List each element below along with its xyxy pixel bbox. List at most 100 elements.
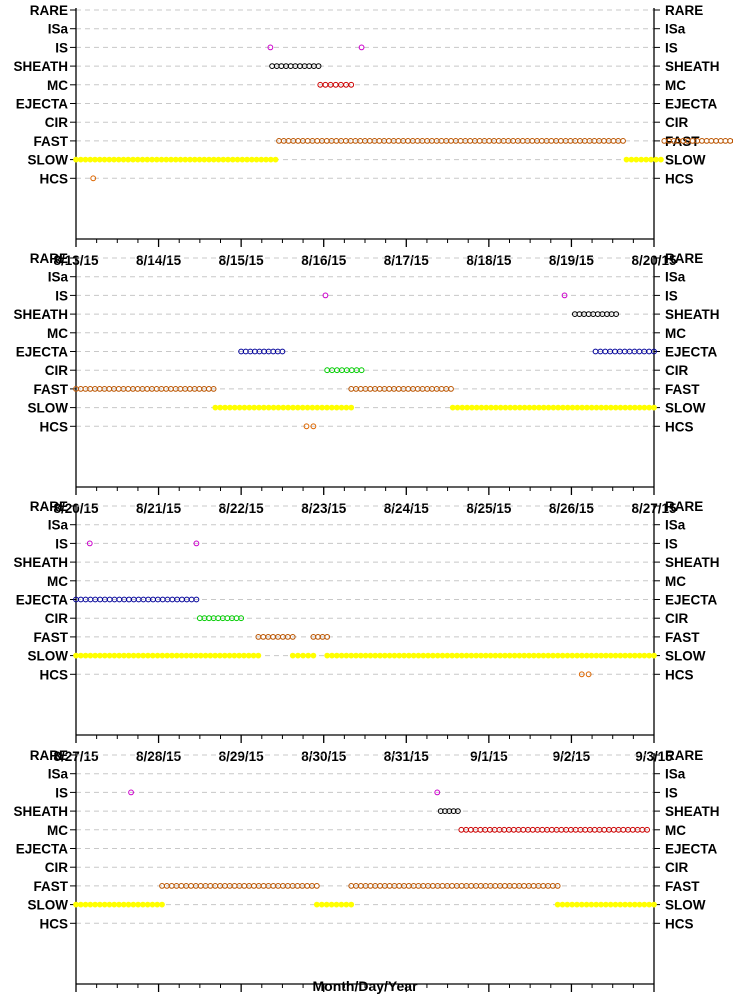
data-point	[588, 652, 595, 659]
data-point	[376, 386, 383, 392]
data-point	[578, 901, 585, 908]
data-point	[454, 404, 461, 411]
data-point	[97, 652, 103, 659]
data-point	[87, 156, 94, 163]
data-point	[188, 883, 194, 889]
data-point	[87, 901, 94, 908]
data-point	[483, 404, 490, 411]
data-point	[488, 404, 494, 411]
x-tick-label: 9/1/15	[470, 749, 508, 764]
data-point	[559, 901, 566, 908]
data-point	[622, 652, 629, 659]
data-point	[73, 901, 79, 908]
data-point	[139, 156, 146, 163]
data-point	[149, 156, 155, 163]
interval-is	[358, 44, 365, 51]
x-tick-label: 8/30/15	[301, 749, 347, 764]
data-point	[631, 404, 638, 411]
y-tick-label-right: CIR	[665, 115, 689, 130]
data-point	[377, 652, 383, 659]
data-point	[144, 156, 151, 163]
data-point	[612, 652, 619, 659]
data-point	[246, 404, 253, 411]
data-point	[338, 901, 345, 908]
data-point	[588, 901, 595, 908]
y-tick-label-left: MC	[47, 823, 68, 838]
y-tick-label-left: IS	[55, 536, 68, 551]
data-point	[295, 652, 301, 659]
data-point	[646, 652, 653, 659]
data-point	[358, 367, 365, 374]
data-point	[169, 652, 175, 659]
data-point	[116, 901, 122, 908]
data-point	[260, 404, 267, 411]
interval-ejecta	[238, 348, 286, 355]
y-tick-label-left: HCS	[39, 916, 68, 931]
data-point	[521, 883, 527, 889]
data-point	[377, 883, 383, 889]
data-point	[101, 901, 108, 908]
data-point	[631, 652, 638, 659]
y-tick-label-left: RARE	[30, 251, 68, 266]
data-point	[612, 404, 619, 411]
data-point	[651, 404, 657, 411]
data-point	[482, 652, 489, 659]
data-point	[241, 404, 248, 411]
data-point	[149, 652, 156, 659]
y-tick-label-right: SLOW	[665, 649, 706, 664]
data-point	[163, 156, 170, 163]
data-point	[564, 404, 571, 411]
data-point	[241, 652, 247, 659]
y-tick-label-left: CIR	[45, 363, 69, 378]
y-tick-label-left: SHEATH	[13, 59, 68, 74]
data-point	[636, 901, 643, 908]
data-point	[73, 652, 79, 659]
interval-hcs	[578, 671, 592, 678]
data-point	[267, 156, 274, 163]
data-point	[250, 652, 257, 659]
interval-fast	[348, 883, 561, 889]
data-point	[193, 596, 200, 603]
data-point	[612, 901, 619, 908]
data-point	[106, 156, 113, 163]
data-point	[324, 404, 330, 411]
y-tick-label-left: SHEATH	[13, 804, 68, 819]
y-tick-label-right: HCS	[665, 916, 694, 931]
data-point	[497, 404, 504, 411]
y-tick-label-right: SHEATH	[665, 59, 720, 74]
data-point	[179, 596, 185, 603]
data-point	[631, 901, 638, 908]
data-point	[607, 404, 614, 411]
y-tick-label-left: MC	[47, 574, 68, 589]
panel-1: RARE RARE ISa ISa IS IS SHEATH SHEATH MC MC EJECTA…	[13, 3, 733, 268]
data-point	[579, 404, 586, 411]
data-point	[653, 156, 659, 163]
y-tick-label-right: SLOW	[665, 898, 706, 913]
data-point	[569, 901, 576, 908]
y-tick-label-right: MC	[665, 326, 686, 341]
data-point	[212, 404, 219, 411]
data-point	[125, 652, 132, 659]
data-point	[333, 901, 340, 908]
data-point	[593, 652, 600, 659]
data-point	[540, 404, 547, 411]
data-point	[492, 404, 499, 411]
data-point	[73, 156, 79, 163]
y-tick-label-right: HCS	[665, 419, 694, 434]
interval-is	[434, 789, 441, 796]
y-tick-label-left: SLOW	[28, 898, 69, 913]
x-tick-label: 8/22/15	[219, 501, 265, 516]
panel-2: RARE RARE ISa ISa IS IS SHEATH SHEATH MC MC EJECTA…	[13, 251, 719, 516]
data-point	[305, 652, 312, 659]
data-point	[550, 404, 557, 411]
data-point	[415, 652, 422, 659]
data-point	[125, 901, 132, 908]
data-point	[429, 652, 436, 659]
data-point	[225, 156, 231, 163]
data-point	[731, 138, 733, 144]
data-point	[602, 348, 609, 355]
data-point	[139, 901, 146, 908]
data-point	[253, 156, 260, 163]
x-tick-label: 8/24/15	[384, 501, 430, 516]
data-point	[651, 901, 657, 908]
